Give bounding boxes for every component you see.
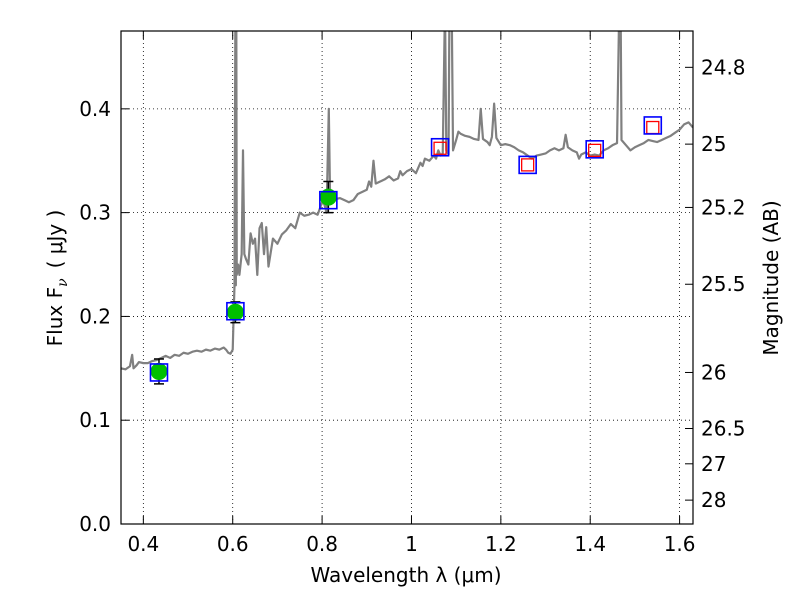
y-axis-title-left: Flux Fν ( μJy ) — [43, 210, 71, 347]
right-tick-label: 25.5 — [701, 272, 746, 296]
model-point — [518, 155, 537, 175]
right-tick-label: 28 — [701, 488, 726, 512]
x-tick-label: 1.2 — [485, 532, 517, 556]
x-tick-label: 0.8 — [306, 532, 338, 556]
y-tick-label: 0.3 — [79, 201, 111, 225]
model-point — [430, 137, 450, 157]
x-tick-label: 0.4 — [127, 532, 159, 556]
right-tick-label: 27 — [701, 452, 726, 476]
spectrum-layer — [121, 31, 693, 371]
right-tick-label: 25.2 — [701, 195, 746, 219]
tick-marks — [121, 31, 693, 525]
y-tick-label: 0.2 — [79, 304, 111, 328]
right-tick-label: 26 — [701, 360, 726, 384]
model-point — [226, 301, 245, 321]
y-tick-label: 0.4 — [79, 97, 111, 121]
tick-labels: 0.4 0.6 0.8 1 1.2 1.4 1.6 0.0 0.1 0.2 0.3 0.4 24.8 25… — [79, 55, 745, 556]
upper-limit-marker — [521, 158, 535, 172]
points-layer — [149, 116, 663, 385]
spectrum-line — [121, 31, 693, 371]
x-tick-label: 1.4 — [574, 532, 606, 556]
y-axis-title-unit: ( μJy ) — [43, 210, 67, 269]
grid-lines — [121, 31, 693, 525]
y-tick-label: 0.1 — [79, 408, 111, 432]
upper-limit-marker — [646, 120, 660, 135]
y-axis-title-right: Magnitude (AB) — [759, 200, 783, 355]
model-point — [149, 363, 169, 382]
x-axis-title: Wavelength λ (μm) — [310, 563, 501, 587]
model-point — [643, 116, 663, 135]
plot-frame — [120, 30, 694, 525]
svg-text:Flux Fν( μJy ): Flux Fν ( μJy ) — [43, 210, 71, 347]
y-axis-title-main: Flux F — [43, 287, 67, 346]
x-tick-label: 0.6 — [217, 532, 249, 556]
y-tick-label: 0.0 — [79, 512, 111, 536]
right-tick-label: 25 — [701, 132, 726, 156]
right-tick-label: 24.8 — [701, 55, 746, 79]
observed-point — [150, 362, 168, 380]
x-tick-label: 1.6 — [664, 532, 696, 556]
right-tick-label: 26.5 — [701, 417, 746, 441]
upper-limit-marker — [588, 143, 602, 158]
observed-point — [226, 303, 244, 321]
model-point — [585, 140, 604, 159]
model-point — [319, 190, 338, 210]
upper-limit-marker — [433, 141, 447, 155]
y-axis-title-sub: ν — [55, 278, 71, 287]
x-tick-label: 1 — [405, 532, 418, 556]
